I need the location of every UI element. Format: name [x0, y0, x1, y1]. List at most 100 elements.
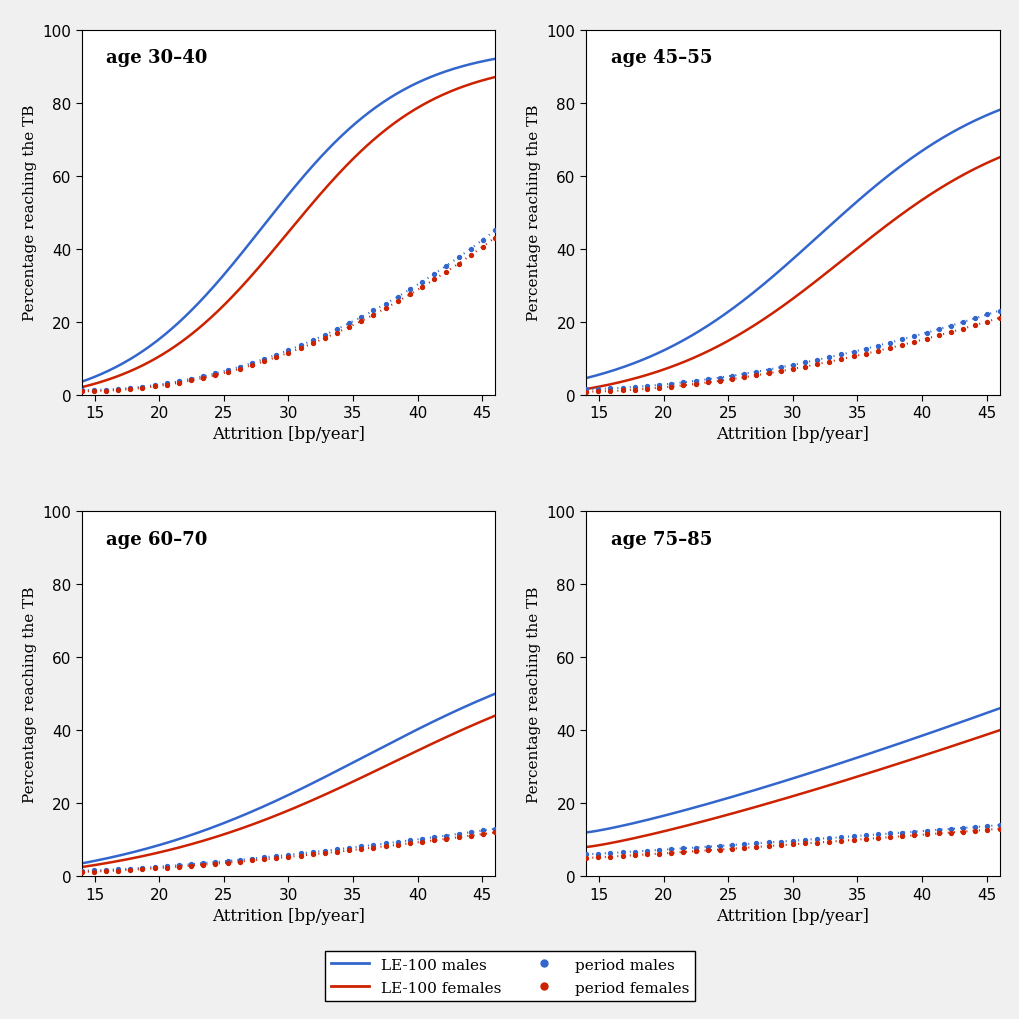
Point: [377, 301, 393, 317]
Point: [135, 861, 151, 877]
Point: [978, 821, 995, 838]
Point: [280, 847, 297, 863]
Point: [590, 384, 606, 400]
Point: [268, 850, 284, 866]
Point: [389, 837, 406, 853]
Point: [638, 381, 654, 397]
Point: [316, 843, 332, 859]
Point: [687, 843, 703, 859]
Point: [353, 310, 369, 326]
Point: [857, 346, 873, 363]
Point: [122, 862, 139, 878]
Point: [353, 841, 369, 857]
Point: [244, 358, 260, 374]
Point: [316, 327, 332, 343]
Point: [601, 383, 618, 399]
Point: [966, 318, 982, 334]
Point: [377, 839, 393, 855]
Point: [796, 832, 812, 848]
Point: [723, 841, 740, 857]
Point: [426, 829, 442, 846]
Point: [389, 834, 406, 850]
Point: [954, 820, 970, 837]
Point: [796, 355, 812, 371]
Point: [796, 836, 812, 852]
Point: [650, 842, 666, 858]
Point: [990, 311, 1007, 327]
Point: [98, 863, 114, 879]
Point: [316, 845, 332, 861]
Point: [978, 307, 995, 323]
Point: [626, 847, 642, 863]
Point: [784, 362, 800, 378]
Point: [450, 825, 467, 842]
Point: [808, 353, 824, 369]
Y-axis label: Percentage reaching the TB: Percentage reaching the TB: [527, 586, 541, 802]
Point: [833, 346, 849, 363]
Point: [135, 379, 151, 395]
Point: [328, 325, 344, 341]
Point: [195, 857, 211, 873]
Point: [578, 850, 594, 866]
Point: [820, 350, 837, 366]
Point: [894, 828, 910, 845]
Point: [711, 838, 728, 854]
Point: [626, 382, 642, 398]
Point: [759, 838, 775, 854]
Point: [256, 354, 272, 370]
Point: [845, 832, 861, 848]
Point: [662, 845, 679, 861]
Point: [723, 372, 740, 388]
Point: [86, 863, 102, 879]
Point: [723, 837, 740, 853]
Point: [894, 337, 910, 354]
Point: [474, 826, 490, 843]
Point: [292, 338, 309, 355]
Point: [353, 314, 369, 330]
Point: [207, 854, 223, 870]
Point: [328, 322, 344, 338]
Point: [365, 303, 381, 319]
Point: [463, 248, 479, 264]
Point: [917, 331, 933, 347]
Point: [990, 303, 1007, 319]
Point: [182, 373, 199, 389]
Point: [268, 350, 284, 366]
Point: [438, 830, 454, 847]
Point: [463, 242, 479, 258]
Point: [414, 834, 430, 850]
Point: [268, 347, 284, 364]
Point: [147, 378, 163, 394]
Point: [328, 844, 344, 860]
Point: [195, 855, 211, 871]
Point: [833, 833, 849, 849]
Point: [881, 335, 898, 352]
Point: [474, 239, 490, 256]
Point: [340, 840, 357, 856]
Point: [820, 830, 837, 847]
Point: [857, 341, 873, 358]
Point: [601, 381, 618, 397]
Point: [244, 851, 260, 867]
Point: [86, 382, 102, 398]
Point: [748, 368, 764, 384]
Point: [820, 834, 837, 850]
Point: [771, 834, 788, 850]
Point: [929, 822, 946, 839]
Point: [244, 853, 260, 869]
Point: [73, 864, 90, 880]
Point: [292, 848, 309, 864]
Point: [748, 364, 764, 380]
Point: [748, 836, 764, 852]
Legend: LE-100 males, LE-100 females, period males, period females: LE-100 males, LE-100 females, period mal…: [324, 951, 695, 1002]
Point: [86, 862, 102, 878]
Point: [438, 258, 454, 274]
Point: [784, 837, 800, 853]
X-axis label: Attrition [bp/year]: Attrition [bp/year]: [212, 907, 365, 924]
Point: [699, 843, 715, 859]
Point: [86, 383, 102, 399]
Point: [845, 828, 861, 845]
Point: [869, 338, 886, 355]
Point: [389, 289, 406, 306]
Point: [990, 817, 1007, 834]
